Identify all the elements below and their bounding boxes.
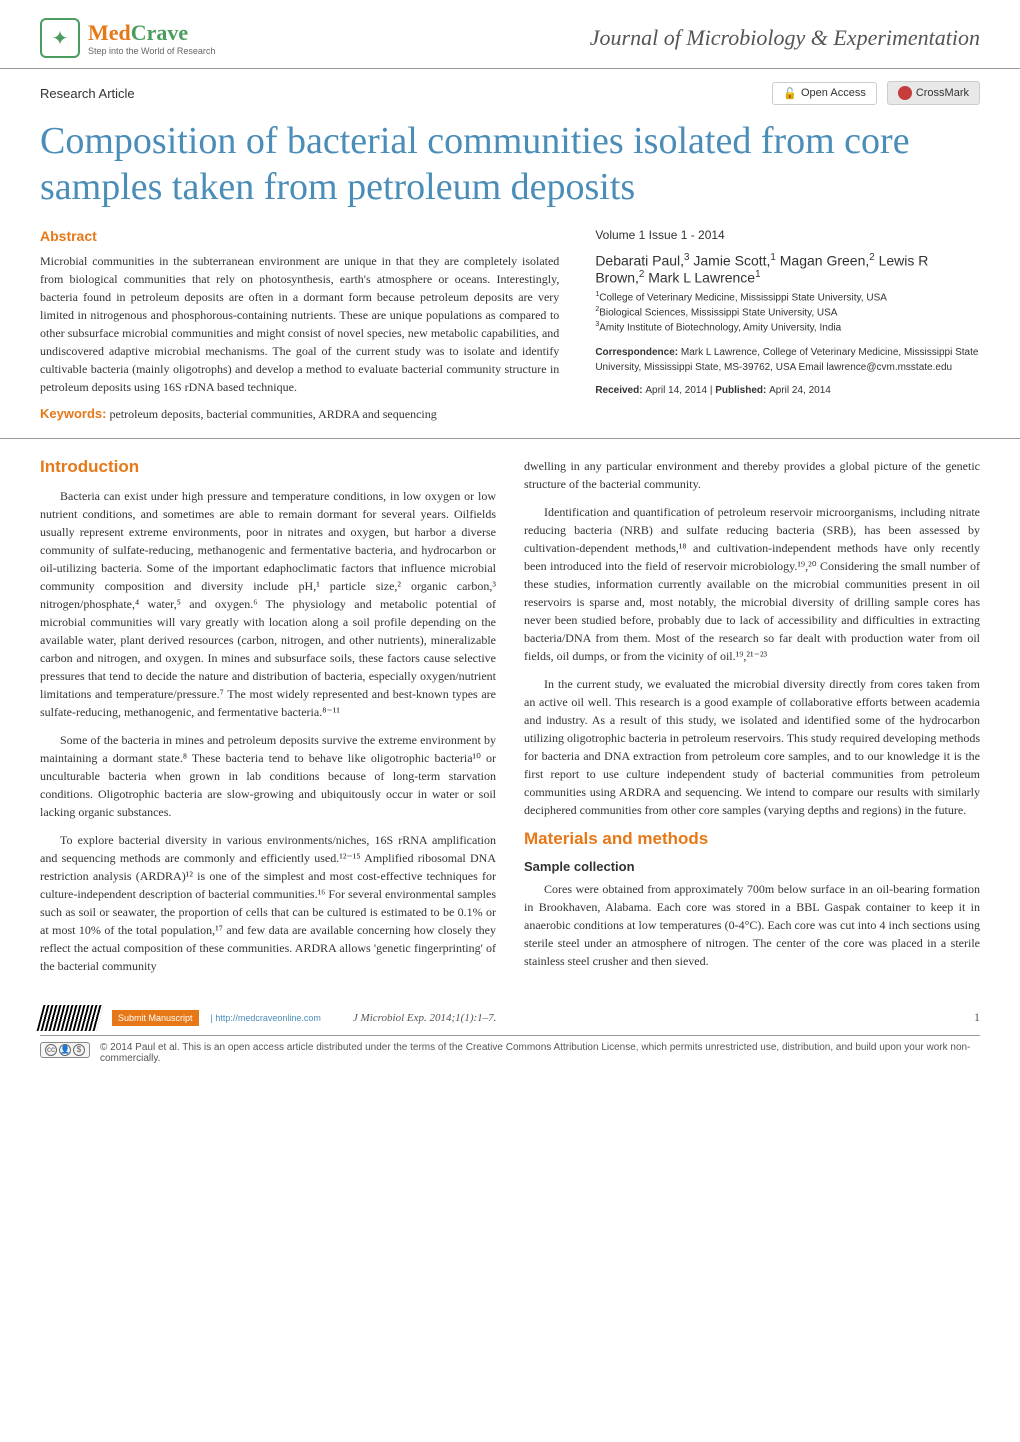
affiliations: 1College of Veterinary Medicine, Mississ… bbox=[595, 290, 980, 336]
keywords-label: Keywords: bbox=[40, 406, 106, 421]
cc-license-badge: cc 👤 $ bbox=[40, 1042, 90, 1058]
intro-p6: In the current study, we evaluated the m… bbox=[524, 675, 980, 819]
badges: 🔓 Open Access CrossMark bbox=[772, 81, 980, 105]
right-column: dwelling in any particular environment a… bbox=[524, 457, 980, 985]
intro-p4: dwelling in any particular environment a… bbox=[524, 457, 980, 493]
footer-top: Submit Manuscript | http://medcraveonlin… bbox=[40, 1005, 980, 1031]
dates: Received: April 14, 2014 | Published: Ap… bbox=[595, 385, 980, 396]
logo-tagline: Step into the World of Research bbox=[88, 46, 215, 56]
logo-crave: Crave bbox=[131, 20, 188, 45]
body-section: Introduction Bacteria can exist under hi… bbox=[0, 439, 1020, 995]
correspondence-label: Correspondence: bbox=[595, 347, 681, 358]
crossmark-icon bbox=[898, 86, 912, 100]
keywords-text: petroleum deposits, bacterial communitie… bbox=[106, 407, 436, 421]
author-column: Volume 1 Issue 1 - 2014 Debarati Paul,3 … bbox=[595, 228, 980, 424]
page-number: 1 bbox=[974, 1010, 980, 1025]
volume-issue: Volume 1 Issue 1 - 2014 bbox=[595, 228, 980, 242]
cc-icon: cc bbox=[45, 1044, 57, 1056]
page-header: ✦ MedCrave Step into the World of Resear… bbox=[0, 0, 1020, 69]
lock-icon: 🔓 bbox=[783, 87, 797, 100]
article-type: Research Article bbox=[40, 86, 135, 101]
methods-p1: Cores were obtained from approximately 7… bbox=[524, 880, 980, 970]
submit-url: | http://medcraveonline.com bbox=[211, 1013, 321, 1023]
nc-icon: $ bbox=[73, 1044, 85, 1056]
intro-p2: Some of the bacteria in mines and petrol… bbox=[40, 731, 496, 821]
published-label: Published: bbox=[715, 385, 769, 396]
logo-med: Med bbox=[88, 20, 131, 45]
received-date: April 14, 2014 | bbox=[645, 385, 715, 396]
crossmark-badge[interactable]: CrossMark bbox=[887, 81, 980, 105]
footer-bottom: cc 👤 $ © 2014 Paul et al. This is an ope… bbox=[40, 1035, 980, 1064]
abstract-text: Microbial communities in the subterranea… bbox=[40, 252, 559, 396]
abstract-heading: Abstract bbox=[40, 228, 559, 244]
subheader: Research Article 🔓 Open Access CrossMark bbox=[0, 69, 1020, 111]
abstract-column: Abstract Microbial communities in the su… bbox=[40, 228, 559, 424]
journal-name: Journal of Microbiology & Experimentatio… bbox=[590, 25, 980, 51]
article-title: Composition of bacterial communities iso… bbox=[0, 111, 1020, 228]
correspondence: Correspondence: Mark L Lawrence, College… bbox=[595, 345, 980, 375]
submit-manuscript-badge[interactable]: Submit Manuscript bbox=[112, 1010, 199, 1026]
logo-icon: ✦ bbox=[40, 18, 80, 58]
by-icon: 👤 bbox=[59, 1044, 71, 1056]
published-date: April 24, 2014 bbox=[769, 385, 831, 396]
open-access-badge: 🔓 Open Access bbox=[772, 82, 877, 105]
methods-heading: Materials and methods bbox=[524, 829, 980, 849]
page-footer: Submit Manuscript | http://medcraveonlin… bbox=[40, 995, 980, 1078]
introduction-heading: Introduction bbox=[40, 457, 496, 477]
intro-p5: Identification and quantification of pet… bbox=[524, 503, 980, 665]
logo-text: MedCrave Step into the World of Research bbox=[88, 20, 215, 56]
submit-label: Submit Manuscript bbox=[118, 1013, 193, 1023]
intro-p3: To explore bacterial diversity in variou… bbox=[40, 831, 496, 975]
barcode-icon bbox=[37, 1005, 104, 1031]
citation: J Microbiol Exp. 2014;1(1):1–7. bbox=[353, 1012, 962, 1024]
copyright-text: © 2014 Paul et al. This is an open acces… bbox=[100, 1042, 980, 1064]
received-label: Received: bbox=[595, 385, 645, 396]
meta-section: Abstract Microbial communities in the su… bbox=[0, 228, 1020, 439]
left-column: Introduction Bacteria can exist under hi… bbox=[40, 457, 496, 985]
publisher-logo: ✦ MedCrave Step into the World of Resear… bbox=[40, 18, 215, 58]
methods-subheading: Sample collection bbox=[524, 859, 980, 874]
intro-p1: Bacteria can exist under high pressure a… bbox=[40, 487, 496, 721]
open-access-label: Open Access bbox=[801, 87, 866, 99]
crossmark-label: CrossMark bbox=[916, 87, 969, 99]
authors: Debarati Paul,3 Jamie Scott,1 Magan Gree… bbox=[595, 252, 980, 285]
